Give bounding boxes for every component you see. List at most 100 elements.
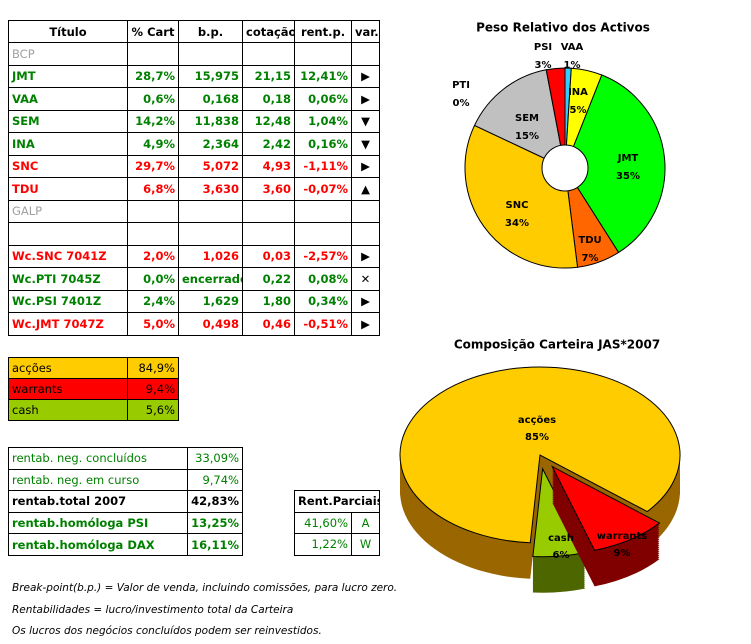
header-cell: % Cart	[127, 20, 179, 43]
trend-icon: ▼	[351, 132, 380, 156]
cell: 0,06%	[294, 87, 352, 111]
cell: 0,34%	[294, 289, 352, 313]
empty-cell	[294, 42, 352, 66]
empty-cell	[178, 42, 243, 66]
cell: cash	[8, 399, 128, 421]
row: JMT 28,7% 15,975 21,15 12,41% ▶	[8, 64, 380, 88]
cell: 29,7%	[127, 154, 179, 178]
slice-value: 85%	[525, 432, 549, 443]
cell: acções	[8, 357, 128, 379]
cell: W	[350, 533, 381, 556]
trend-icon: ✕	[351, 267, 380, 291]
cell: -0,07%	[294, 177, 352, 201]
cell: 12,41%	[294, 64, 352, 88]
cell: 5,0%	[127, 312, 179, 336]
allocation-table: acções 84,9% warrants 9,4% cash 5,6%	[8, 357, 179, 421]
slice-name: acções	[518, 415, 556, 426]
header-cell: b.p.	[178, 20, 243, 43]
cell: Wc.PSI 7401Z	[8, 289, 128, 313]
returns-table: rentab. neg. concluídos 33,09% rentab. neg…	[8, 447, 243, 556]
cell: 33,09%	[187, 447, 243, 470]
row: Wc.SNC 7041Z 2,0% 1,026 0,03 -2,57% ▶	[8, 244, 380, 268]
row: cash 5,6%	[8, 399, 179, 421]
row: warrants 9,4%	[8, 378, 179, 400]
trend-icon: ▶	[351, 64, 380, 88]
cell: Wc.PTI 7045Z	[8, 267, 128, 291]
slice-name: SEM	[515, 113, 539, 124]
row: GALP	[8, 199, 380, 223]
cell: 0,16%	[294, 132, 352, 156]
row: TDU 6,8% 3,630 3,60 -0,07% ▲	[8, 177, 380, 201]
footnote: Break-point(b.p.) = Valor de venda, incl…	[12, 582, 398, 594]
slice-name: SNC	[506, 200, 529, 211]
cell: 0,08%	[294, 267, 352, 291]
footnote: Rentabilidades = lucro/investimento tota…	[12, 603, 294, 616]
cell: 0,22	[242, 267, 295, 291]
slice-name: cash	[548, 533, 574, 544]
empty-cell	[351, 199, 380, 223]
empty-cell	[242, 199, 295, 223]
cell: INA	[8, 132, 128, 156]
trend-icon: ▶	[351, 154, 380, 178]
cell: VAA	[8, 87, 128, 111]
cell: warrants	[8, 378, 128, 400]
cell: 0,0%	[127, 267, 179, 291]
cell: Wc.SNC 7041Z	[8, 244, 128, 268]
cell: 2,364	[178, 132, 243, 156]
cell: 1,026	[178, 244, 243, 268]
holdings-table: Título% Cart b.p. cotação rent.p. var. BCP JMT…	[8, 20, 380, 336]
cell: 1,04%	[294, 109, 352, 133]
cell: 21,15	[242, 64, 295, 88]
row: 1,22% W	[294, 533, 381, 556]
empty-cell	[351, 42, 380, 66]
cell: -2,57%	[294, 244, 352, 268]
group-label: BCP	[8, 42, 128, 66]
cell: 12,48	[242, 109, 295, 133]
cell: 0,6%	[127, 87, 179, 111]
trend-icon: ▶	[351, 87, 380, 111]
header-row: Título% Cart b.p. cotação rent.p. var.	[8, 20, 380, 43]
row: Wc.JMT 7047Z 5,0% 0,498 0,46 -0,51% ▶	[8, 312, 380, 336]
partial-table: Rent.Parciais 41,60% A 1,22% W	[293, 490, 381, 556]
cell: 4,93	[242, 154, 295, 178]
pie-slice	[545, 67, 566, 169]
cell: 6,8%	[127, 177, 179, 201]
cell: rentab. neg. concluídos	[8, 447, 188, 470]
cell: 3,630	[178, 177, 243, 201]
slice-value: 3%	[535, 60, 552, 71]
cell: TDU	[8, 177, 128, 201]
empty-cell	[351, 222, 380, 246]
cell: 5,072	[178, 154, 243, 178]
row	[8, 222, 380, 246]
slice-name: warrants	[597, 531, 647, 542]
row: Wc.PSI 7401Z 2,4% 1,629 1,80 0,34% ▶	[8, 289, 380, 313]
row: BCP	[8, 42, 380, 66]
empty-cell	[294, 222, 352, 246]
slice-value: 9%	[614, 548, 631, 559]
cell: 3,60	[242, 177, 295, 201]
cell: SEM	[8, 109, 128, 133]
cell: 28,7%	[127, 64, 179, 88]
row: SEM 14,2% 11,838 12,48 1,04% ▼	[8, 109, 380, 133]
empty-cell	[178, 222, 243, 246]
row: rentab.homóloga DAX 16,11%	[8, 533, 243, 556]
cell: Wc.JMT 7047Z	[8, 312, 128, 336]
empty-cell	[127, 42, 179, 66]
cell: 9,4%	[127, 378, 179, 400]
header-cell: Rent.Parciais	[293, 490, 381, 513]
empty-cell	[178, 199, 243, 223]
cell: 2,4%	[127, 289, 179, 313]
cell: 0,03	[242, 244, 295, 268]
empty-cell	[127, 222, 179, 246]
cell: 0,18	[242, 87, 295, 111]
header-cell: Título	[8, 20, 128, 43]
slice-name: TDU	[578, 235, 601, 246]
cell: 4,9%	[127, 132, 179, 156]
cell: 41,60%	[294, 511, 352, 535]
trend-icon: ▼	[351, 109, 380, 133]
chart-title: Peso Relativo dos Activos	[476, 21, 650, 35]
cell: 0,168	[178, 87, 243, 111]
cell: 42,83%	[187, 490, 243, 513]
slice-value: 7%	[582, 253, 599, 264]
